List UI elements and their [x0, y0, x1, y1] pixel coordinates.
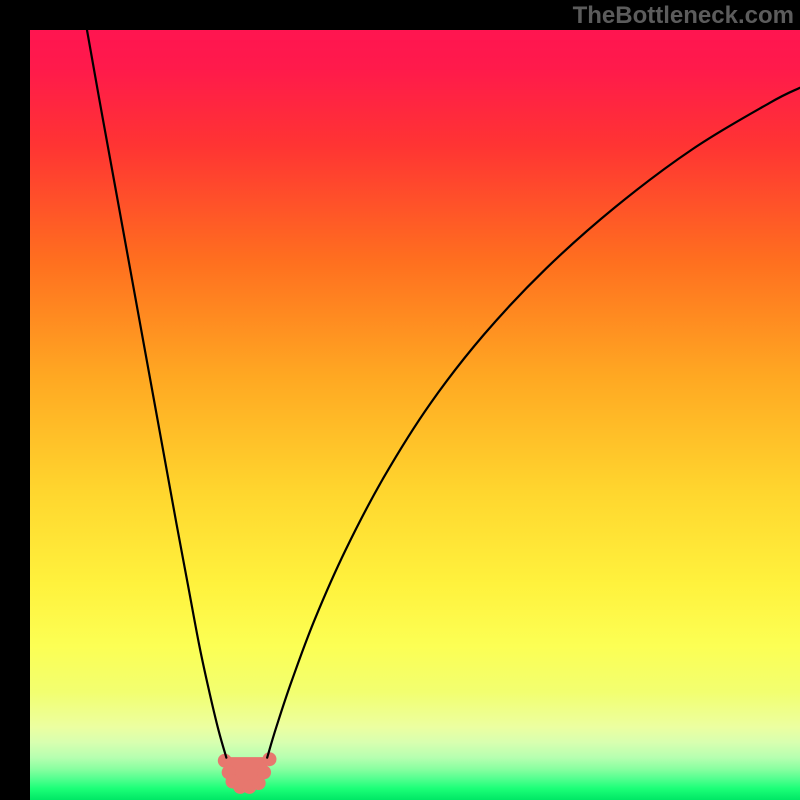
plot-gradient	[30, 30, 800, 800]
notch-marker	[257, 765, 271, 779]
notch-marker	[262, 752, 276, 766]
watermark-text: TheBottleneck.com	[573, 2, 794, 30]
chart-svg	[0, 0, 800, 800]
